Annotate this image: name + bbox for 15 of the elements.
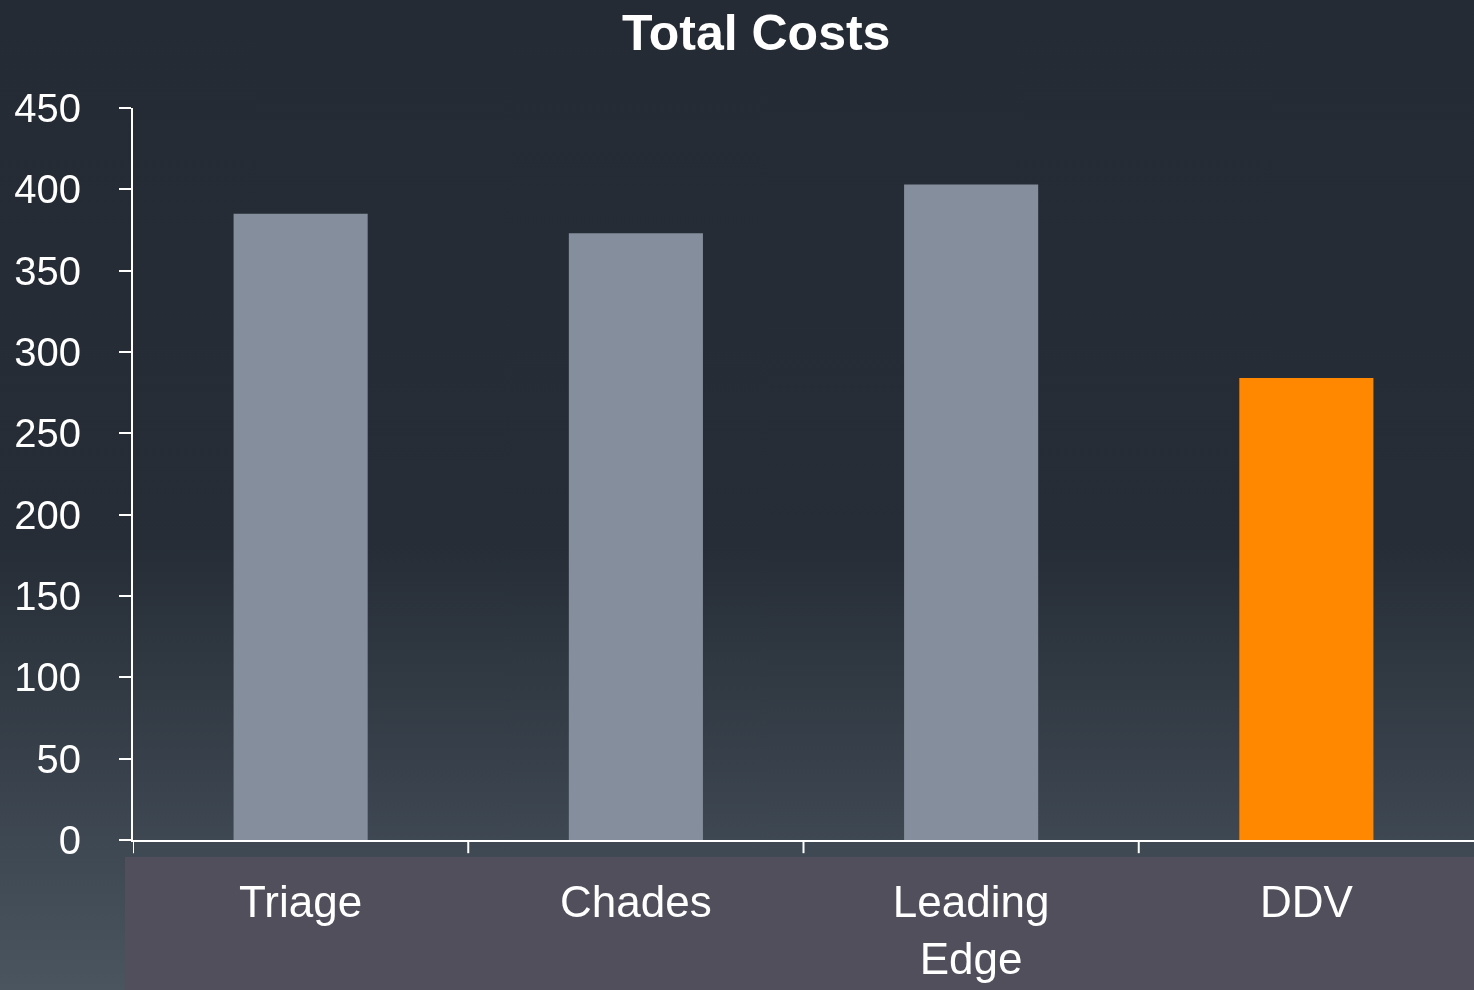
y-tick-label: 400: [14, 167, 81, 212]
y-tick-label: 200: [14, 492, 81, 537]
x-tick-label: Triage: [239, 876, 363, 926]
x-tick-label: DDV: [1259, 876, 1354, 926]
y-tick-label: 300: [14, 330, 81, 374]
y-tick-label: 450: [14, 86, 81, 130]
y-tick-label: 250: [14, 411, 81, 456]
y-tick-label: 50: [36, 736, 81, 781]
chart-title: Total Costs: [621, 5, 891, 62]
x-tick-label: Leading Edge: [892, 876, 1050, 983]
y-tick-label: 0: [58, 818, 81, 862]
y-tick-label: 350: [14, 248, 81, 293]
y-tick-label: 100: [14, 655, 81, 700]
x-tick-label: Chades: [560, 876, 712, 926]
y-tick-label: 150: [14, 574, 81, 618]
